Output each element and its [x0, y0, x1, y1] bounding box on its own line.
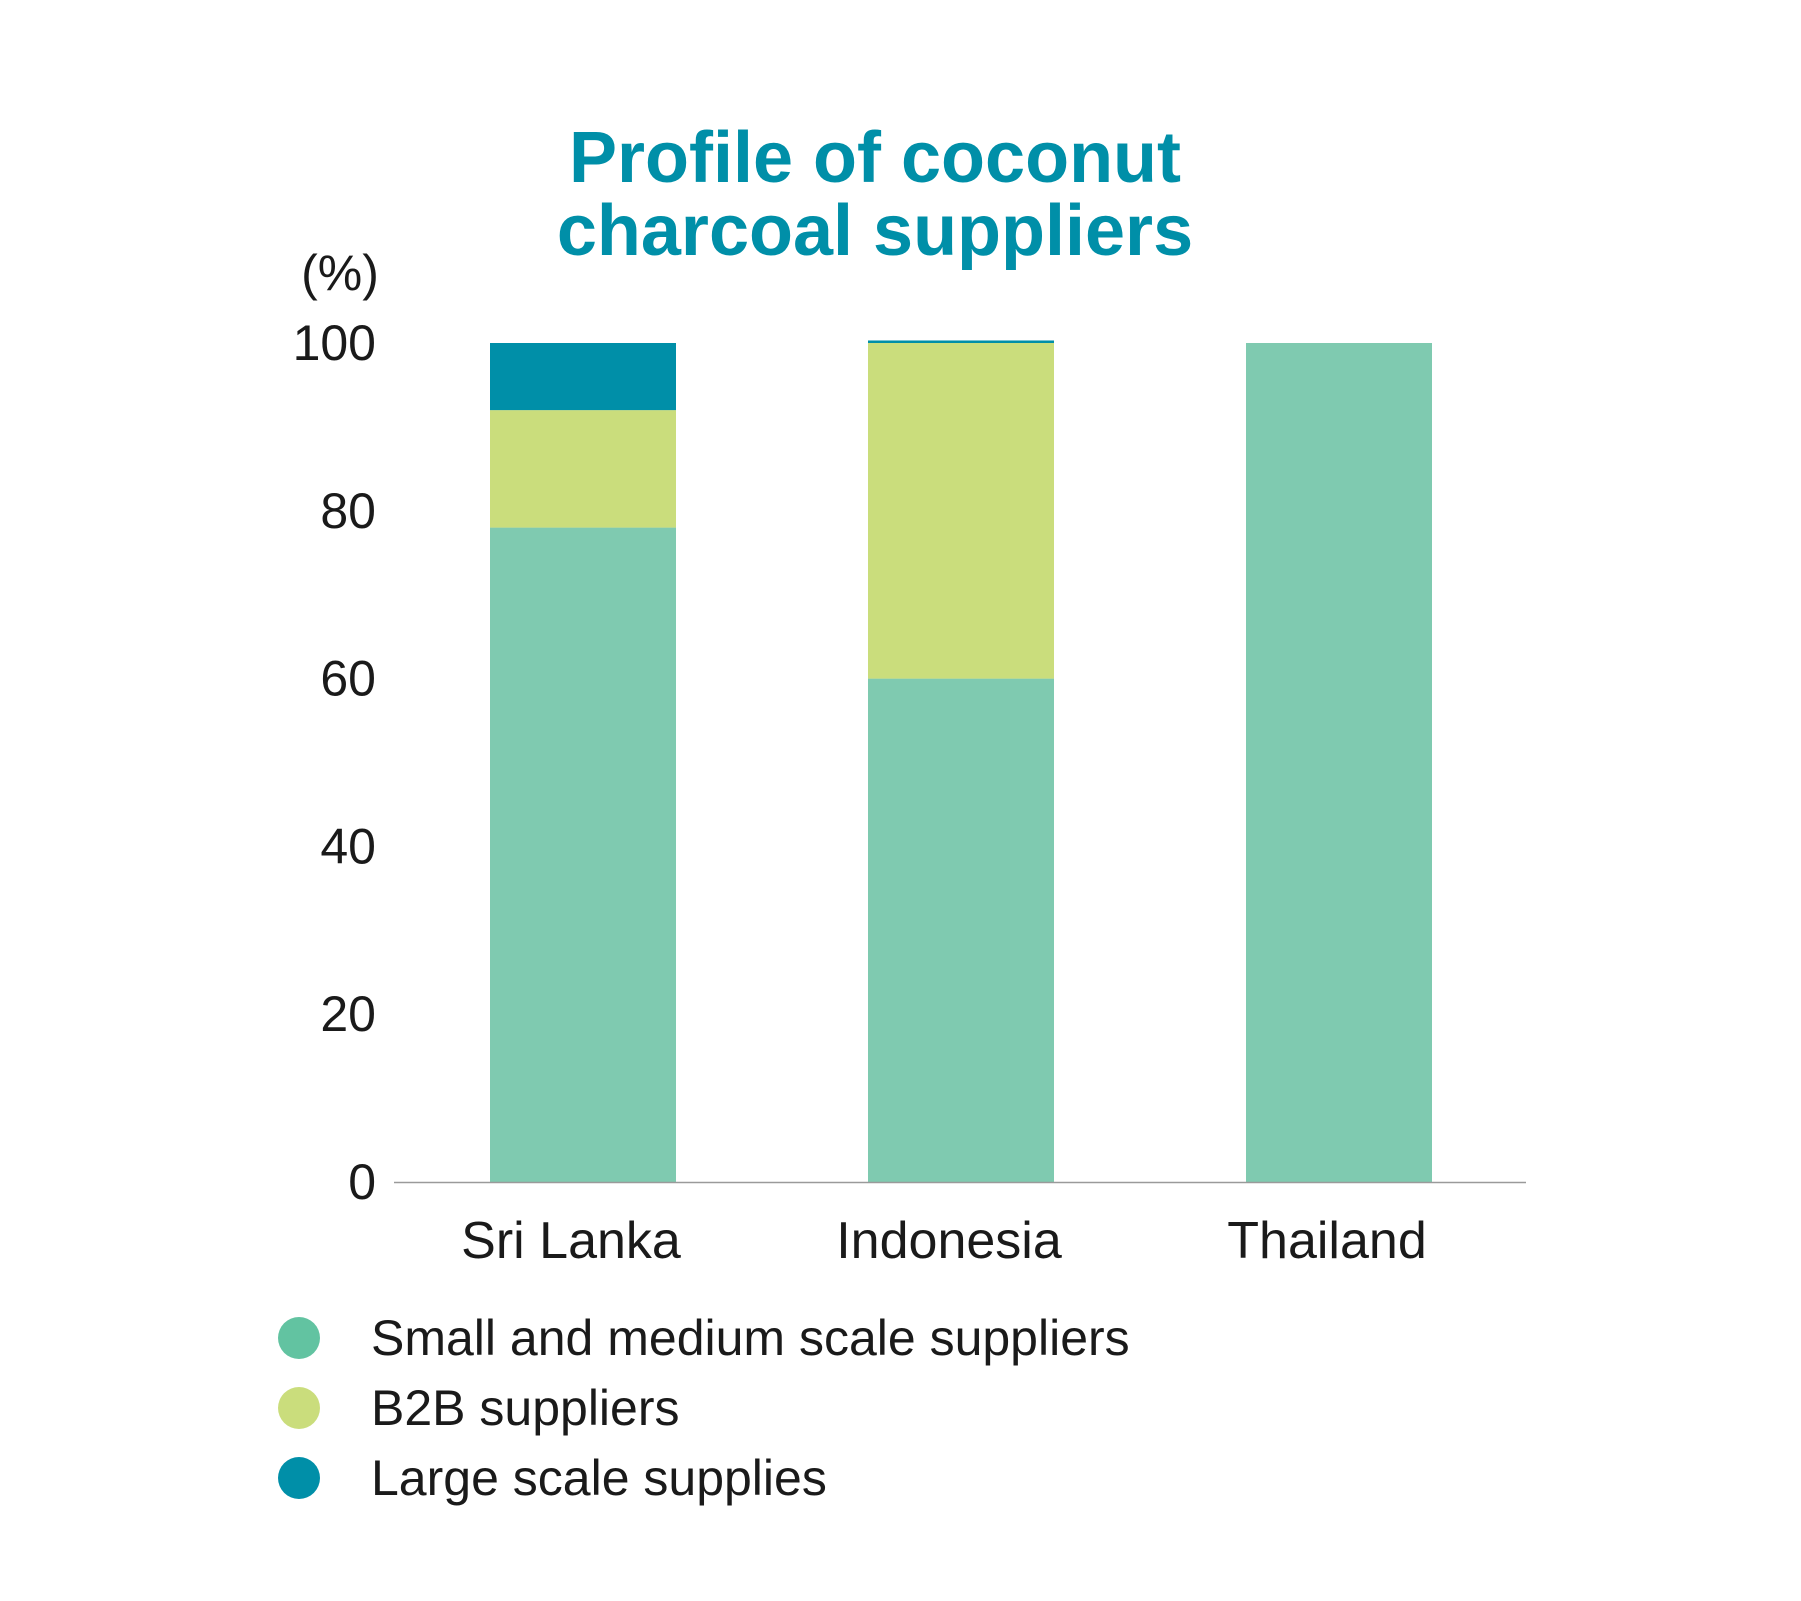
x-axis-labels: Sri Lanka Indonesia Thailand — [461, 1212, 1427, 1270]
legend-label: Small and medium scale suppliers — [371, 1310, 1130, 1366]
legend-marker — [278, 1457, 320, 1499]
y-tick-label: 100 — [293, 315, 376, 371]
y-tick-label: 20 — [320, 986, 376, 1042]
bar-segment — [490, 410, 676, 528]
y-tick-label: 40 — [320, 818, 376, 874]
x-tick-label: Sri Lanka — [461, 1212, 681, 1270]
y-tick-label: 80 — [320, 483, 376, 539]
legend: Small and medium scale suppliers B2B supp… — [278, 1310, 1130, 1506]
bar-segment — [868, 678, 1054, 1182]
bars — [490, 340, 1432, 1182]
x-tick-label: Thailand — [1227, 1212, 1426, 1270]
legend-marker — [278, 1387, 320, 1429]
y-tick-label: 60 — [320, 651, 376, 707]
legend-marker — [278, 1317, 320, 1359]
chart-title-line-2: charcoal suppliers — [557, 191, 1193, 271]
legend-label: Large scale supplies — [371, 1450, 827, 1506]
bar-segment — [868, 343, 1054, 679]
chart-title: Profile of coconut charcoal suppliers — [557, 118, 1193, 271]
y-axis-ticks: 0 20 40 60 80 100 — [293, 315, 376, 1210]
bar-segment — [868, 340, 1054, 343]
bar-segment — [490, 527, 676, 1182]
bar-segment — [1246, 343, 1432, 1182]
x-tick-label: Indonesia — [836, 1212, 1062, 1270]
legend-label: B2B suppliers — [371, 1380, 680, 1436]
bar-segment — [490, 343, 676, 411]
y-axis-unit-label: (%) — [301, 245, 379, 301]
y-tick-label: 0 — [348, 1154, 376, 1210]
chart-title-line-1: Profile of coconut — [569, 118, 1181, 198]
